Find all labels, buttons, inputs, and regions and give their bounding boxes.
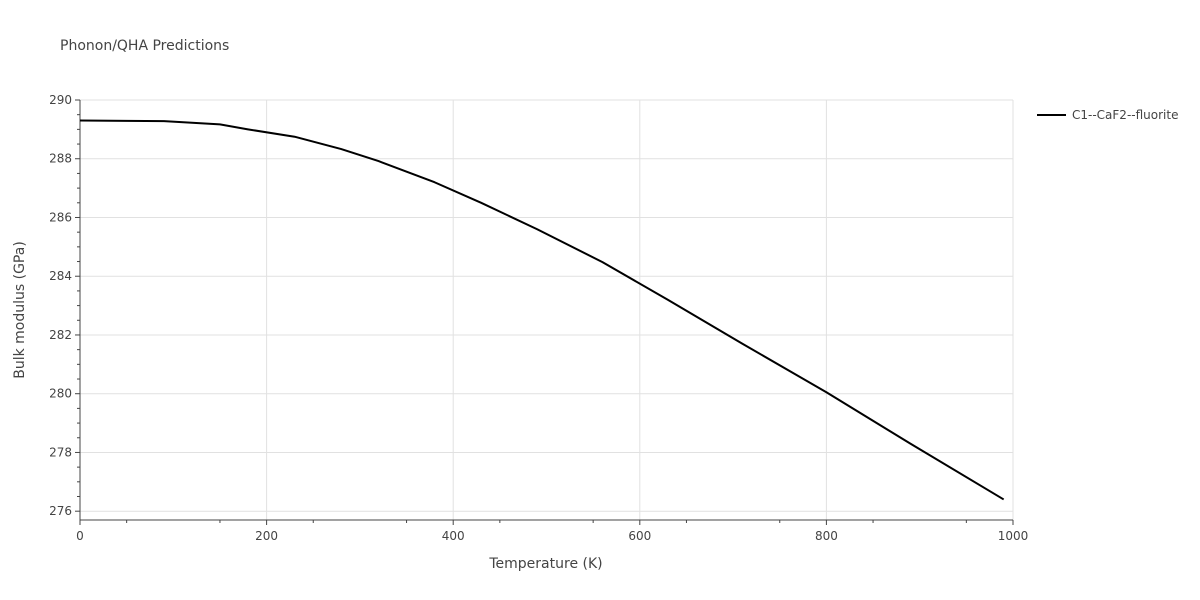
- axes: 0 200 400 600 800 1000 276 278 280 282 284 286 288 29…: [49, 93, 1028, 543]
- y-tick-label: 282: [49, 328, 72, 342]
- x-tick-label: 400: [442, 529, 465, 543]
- y-tick-label: 284: [49, 269, 72, 283]
- legend-label[interactable]: C1--CaF2--fluorite: [1072, 108, 1178, 122]
- y-tick-label: 276: [49, 504, 72, 518]
- series-layer: [79, 119, 1005, 501]
- y-tick-label: 280: [49, 387, 72, 401]
- x-axis-label: Temperature (K): [488, 556, 602, 572]
- x-tick-label: 0: [76, 529, 84, 543]
- grid: [80, 99, 1014, 520]
- y-tick-label: 288: [49, 152, 72, 166]
- y-axis-label: Bulk modulus (GPa): [12, 241, 28, 379]
- y-tick-label: 286: [49, 210, 72, 224]
- legend[interactable]: C1--CaF2--fluorite: [1037, 108, 1178, 122]
- y-tick-label: 290: [49, 93, 72, 107]
- series-line: [79, 119, 1005, 501]
- y-tick-label: 278: [49, 445, 72, 459]
- x-tick-label: 1000: [998, 529, 1029, 543]
- chart-title: Phonon/QHA Predictions: [60, 38, 229, 54]
- x-tick-label: 200: [255, 529, 278, 543]
- x-tick-label: 600: [628, 529, 651, 543]
- x-tick-label: 800: [815, 529, 838, 543]
